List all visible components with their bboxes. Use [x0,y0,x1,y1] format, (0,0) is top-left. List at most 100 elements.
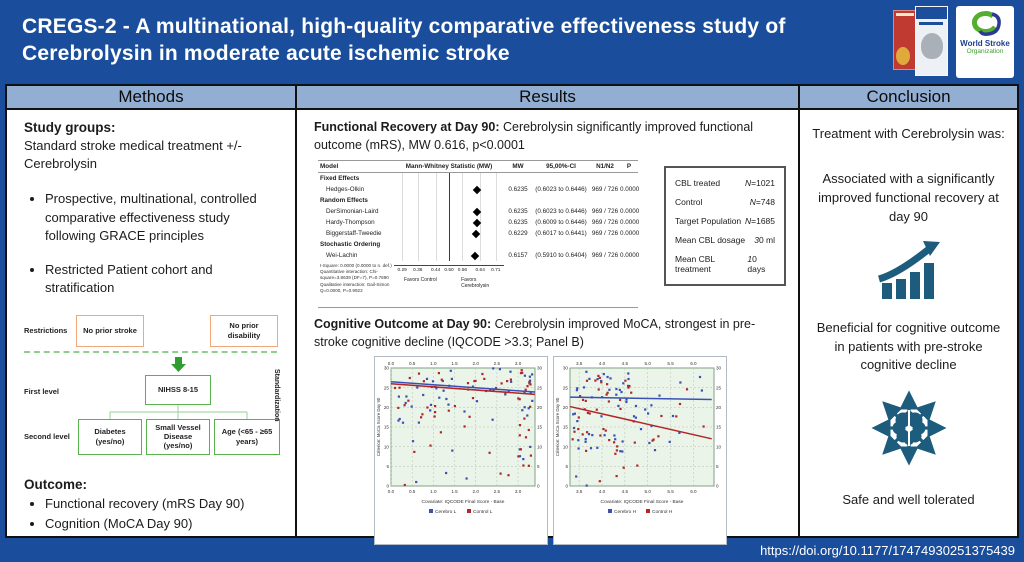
flowchart: Restrictions No prior stroke No prior di… [24,313,281,465]
column-header-row: Methods Results Conclusion [5,84,1019,110]
forest-column-header: Mann-Whitney Statistic (MW) [405,163,493,170]
forest-column-header: 95,00%-CI [546,163,576,170]
svg-text:5: 5 [716,464,719,469]
svg-text:15: 15 [383,425,389,430]
svg-text:0: 0 [386,484,389,489]
nihss-box: NIHSS 8-15 [145,374,211,405]
svg-text:Cerebro L: Cerebro L [435,509,457,515]
svg-text:25: 25 [562,385,568,390]
svg-text:20: 20 [383,405,389,410]
svg-text:25: 25 [716,385,722,390]
svg-text:3.5: 3.5 [575,489,582,494]
svg-text:2.5: 2.5 [493,489,500,494]
svg-text:5.0: 5.0 [644,361,651,366]
stats-table-row: CBL treated N=1021 [675,178,775,188]
journal-cover-red [893,10,918,70]
forest-column-header: N1/N2 [596,163,614,170]
stats-table-row: Mean CBL treatment 10 days [675,254,775,274]
forest-gridlines [394,173,504,261]
stats-label: CBL treated [675,177,721,188]
second-level-label: Second level [24,431,70,441]
forest-data-row: Hardy-Thompson 0.6235 (0.6009 to 0.6446) 96… [326,218,640,227]
svg-text:5: 5 [565,464,568,469]
svg-text:30: 30 [716,366,722,371]
forest-group-row: Fixed Effects [320,175,360,182]
svg-text:2.0: 2.0 [472,361,479,366]
stats-value: N=1685 [744,215,775,226]
second-level-box-3: Age (<65 - ≥65 years) [214,418,280,455]
stats-table-row: Control N=748 [675,197,775,207]
column-header-conclusion: Conclusion [800,84,1019,110]
svg-text:0.0: 0.0 [387,361,394,366]
header-bar: CREGS-2 - A multinational, high-quality … [0,0,1024,84]
svg-text:20: 20 [716,405,722,410]
results-column: Functional Recovery at Day 90: Cerebroly… [297,110,800,545]
svg-text:1.0: 1.0 [430,489,437,494]
svg-text:1.5: 1.5 [451,489,458,494]
study-groups-text: Standard stroke medical treatment +/- Ce… [24,138,242,172]
wso-logo: World Stroke Organization [956,6,1014,78]
svg-text:4.0: 4.0 [598,489,605,494]
svg-text:6.0: 6.0 [690,361,697,366]
svg-text:25: 25 [383,385,389,390]
functional-recovery-paragraph: Functional Recovery at Day 90: Cerebroly… [314,119,786,154]
svg-text:30: 30 [562,366,568,371]
svg-text:10: 10 [383,444,389,449]
svg-text:5: 5 [386,464,389,469]
svg-text:15: 15 [537,425,543,430]
svg-text:3.0: 3.0 [514,489,521,494]
forest-plot: Model Mann-Whitney Statistic (MW) MW 95,00%… [318,160,640,308]
svg-text:4.0: 4.0 [598,361,605,366]
svg-text:25: 25 [537,385,543,390]
conclusion-item-2: Beneficial for cognitive outcome in pati… [816,319,1001,373]
connector-lines [109,404,248,419]
svg-text:Criterion: MoCa Score Day 90: Criterion: MoCa Score Day 90 [555,397,560,456]
forest-group-row: Random Effects [320,197,368,204]
cognitive-outcome-text: Cerebrolysin improved MoCA, strongest in… [314,317,756,349]
results-top-row: Model Mann-Whitney Statistic (MW) MW 95,00%… [318,160,786,308]
svg-text:5.5: 5.5 [667,361,674,366]
svg-text:0.0: 0.0 [387,489,394,494]
svg-text:5.5: 5.5 [667,489,674,494]
flow-down-arrow-icon [171,356,186,372]
svg-text:20: 20 [562,405,568,410]
header-logos: World Stroke Organization [893,6,1014,78]
cognitive-outcome-paragraph: Cognitive Outcome at Day 90: Cerebrolysi… [314,316,786,351]
stats-value: N=748 [749,196,775,207]
svg-text:10: 10 [716,444,722,449]
forest-axis-area: I-Square: 0.0000 (0.0000 to n. def.) Qua… [318,261,638,305]
conclusion-intro: Treatment with Cerebrolysin was: [812,126,1005,141]
stats-label: Mean CBL dosage [675,235,746,246]
journal-cover-blue [915,6,948,76]
svg-text:15: 15 [562,425,568,430]
methods-bullet-list: Prospective, multinational, controlled c… [45,190,281,297]
forest-diamond [472,229,481,238]
methods-column: Study groups: Standard stroke medical tr… [5,110,297,538]
svg-text:0: 0 [537,484,540,489]
forest-header-row: Model Mann-Whitney Statistic (MW) MW 95,00%… [318,160,638,173]
wso-swirl-icon [972,11,1001,36]
forest-data-row: DerSimonian-Laird 0.6235 (0.6023 to 0.6446… [326,207,640,216]
stats-value: 10 days [747,254,766,275]
stats-table-row: Target Population N=1685 [675,216,775,226]
wso-logo-text1: World Stroke [960,39,1010,48]
doi-link[interactable]: https://doi.org/10.1177/1747493025137543… [760,542,1015,558]
outcome-bullet-list: Functional recovery (mRS Day 90) Cogniti… [45,495,281,533]
svg-text:2.5: 2.5 [493,361,500,366]
restriction-box-2: No prior disability [210,314,278,347]
outcome-bullet-2: Cognition (MoCA Day 90) [45,515,281,533]
methods-bullet-1: Prospective, multinational, controlled c… [45,190,281,245]
forest-diamond [472,218,481,227]
functional-recovery-heading: Functional Recovery at Day 90: [314,120,500,134]
study-groups-heading: Study groups: [24,120,116,135]
svg-text:Control H: Control H [652,509,673,515]
svg-text:10: 10 [562,444,568,449]
second-level-box-2: Small Vessel Disease (yes/no) [146,418,210,455]
svg-text:Criterion: MoCa Score Day 90: Criterion: MoCa Score Day 90 [376,397,381,456]
wso-logo-text2: Organization [966,48,1004,55]
forest-column-header: P [626,163,632,170]
standardization-label: Standardization [273,368,280,422]
svg-text:5.0: 5.0 [644,489,651,494]
svg-text:5: 5 [537,464,540,469]
